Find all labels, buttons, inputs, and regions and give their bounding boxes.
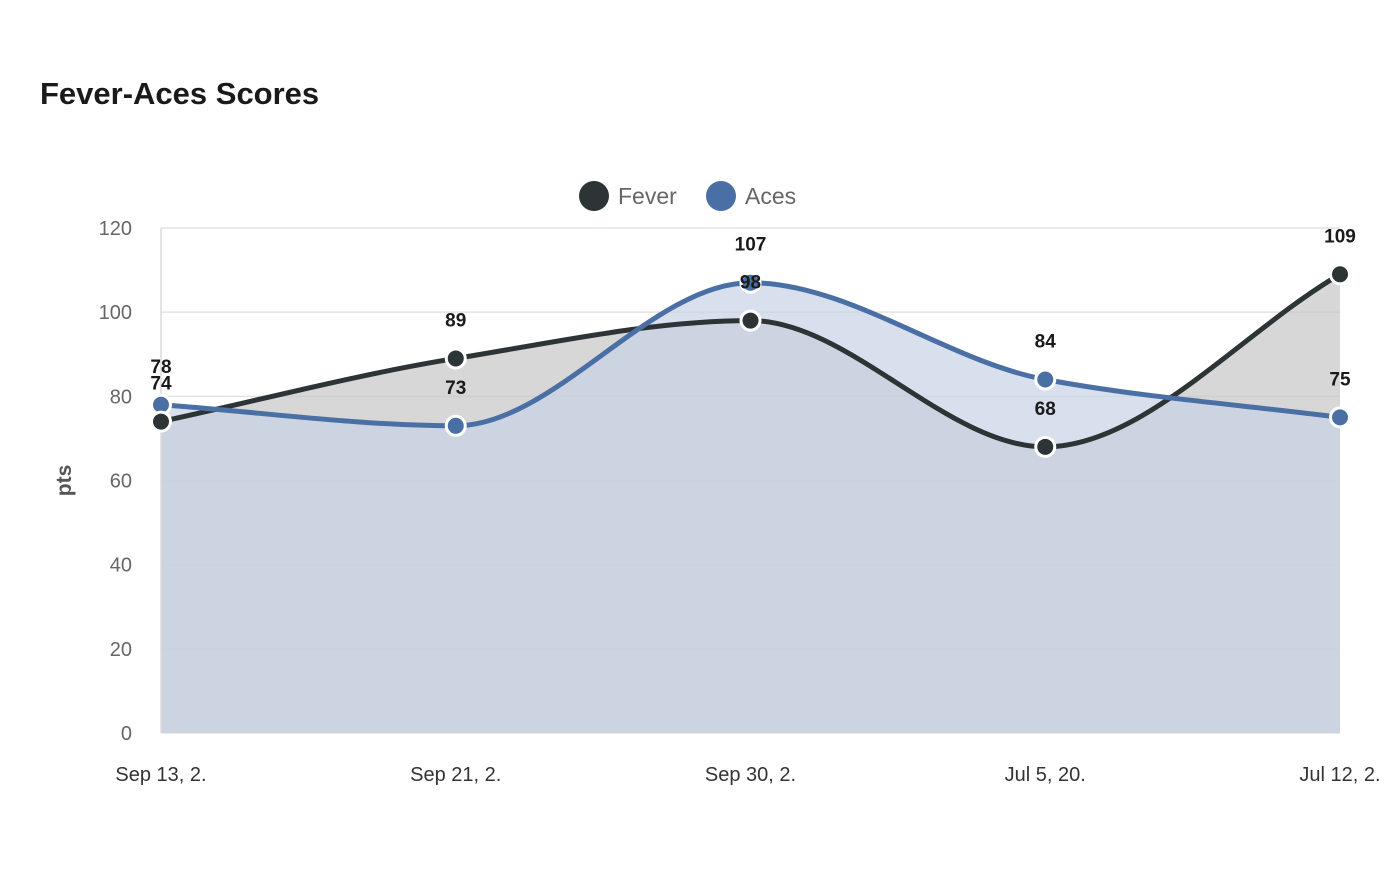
axes: 0 20 40 60 80 100 120 Sep 13, 2. Sep 21, 2. Sep 3… [99, 218, 1381, 786]
area-aces [161, 282, 1340, 733]
data-label-aces: 73 [445, 378, 466, 399]
legend-label: Aces [745, 183, 796, 209]
data-label-fever: 74 [150, 374, 172, 395]
data-label-aces: 78 [150, 357, 171, 378]
data-label-fever: 68 [1035, 399, 1056, 420]
legend[interactable]: Fever Aces [579, 181, 796, 211]
point-aces[interactable] [739, 271, 762, 294]
y-axis-title: pts [53, 465, 76, 497]
y-tick-label-120: 120 [99, 218, 132, 240]
x-tick-label: Jul 5, 20. [1005, 764, 1086, 786]
legend-marker [579, 181, 609, 211]
series-areas [161, 274, 1340, 733]
y-tick-label-0: 0 [121, 723, 132, 745]
legend-label: Fever [618, 183, 677, 209]
point-aces[interactable] [1329, 406, 1351, 429]
y-tick-label-100: 100 [99, 302, 132, 324]
point-fever[interactable] [1034, 435, 1057, 458]
legend-item-fever[interactable]: Fever [579, 181, 677, 211]
y-tick-label-60: 60 [110, 471, 132, 493]
data-label-fever: 98 [740, 273, 761, 294]
x-tick-label: Sep 13, 2. [115, 764, 206, 786]
data-label-fever: 109 [1324, 226, 1356, 247]
point-fever[interactable] [444, 347, 467, 370]
x-tick-label: Sep 21, 2. [410, 764, 501, 786]
legend-item-aces[interactable]: Aces [706, 181, 796, 211]
point-aces[interactable] [444, 414, 467, 437]
y-tick-label-20: 20 [110, 639, 132, 661]
data-label-aces: 84 [1035, 332, 1057, 353]
point-fever[interactable] [739, 309, 762, 332]
point-fever[interactable] [150, 410, 172, 433]
chart-title: Fever-Aces Scores [40, 76, 320, 111]
point-fever[interactable] [1329, 263, 1351, 286]
data-label-fever: 89 [445, 310, 466, 331]
data-points [150, 263, 1351, 458]
y-tick-label-40: 40 [110, 555, 132, 577]
data-labels: 74 89 98 68 109 78 73 107 84 75 [150, 226, 1355, 420]
data-label-aces: 75 [1329, 369, 1351, 390]
x-tick-label: Sep 30, 2. [705, 764, 796, 786]
x-tick-label: Jul 12, 2. [1299, 764, 1380, 786]
data-label-aces: 107 [735, 235, 767, 256]
point-aces[interactable] [1034, 368, 1057, 391]
legend-marker [706, 181, 736, 211]
y-tick-label-80: 80 [110, 386, 132, 408]
